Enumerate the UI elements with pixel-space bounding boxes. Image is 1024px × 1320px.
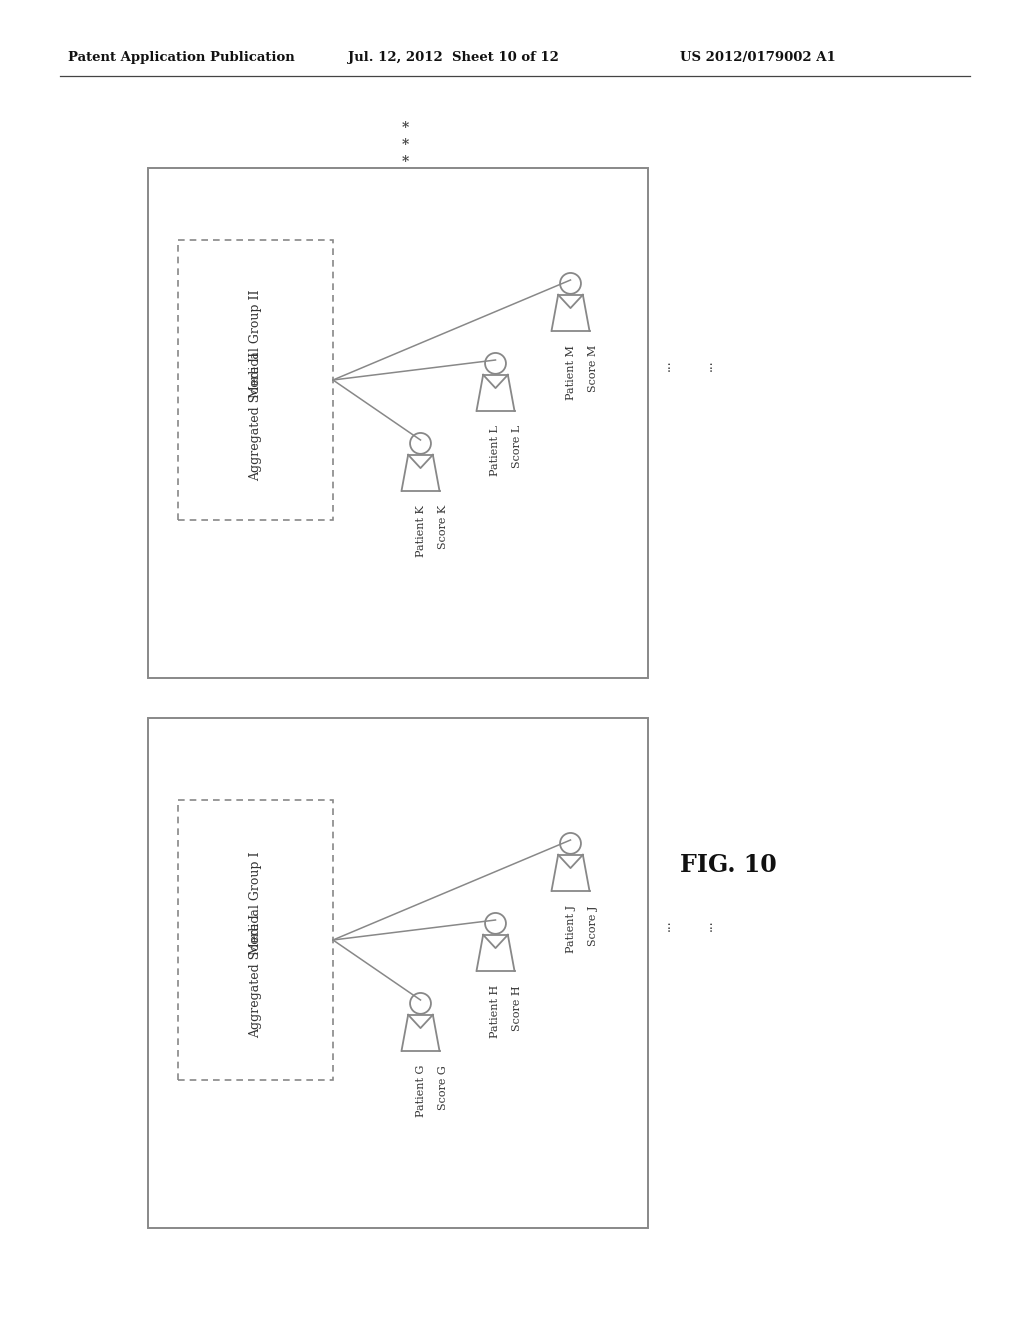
Bar: [148, 168, 648, 678]
Text: Patient L: Patient L: [490, 425, 501, 477]
Text: ...: ...: [701, 359, 715, 371]
Text: Medical Group I: Medical Group I: [249, 851, 262, 956]
Text: Patent Application Publication: Patent Application Publication: [68, 51, 295, 65]
Text: Jul. 12, 2012  Sheet 10 of 12: Jul. 12, 2012 Sheet 10 of 12: [348, 51, 559, 65]
Text: Patient H: Patient H: [490, 985, 501, 1039]
Text: US 2012/0179002 A1: US 2012/0179002 A1: [680, 51, 836, 65]
Text: ...: ...: [701, 919, 715, 931]
Text: *: *: [401, 139, 409, 152]
Text: Aggregated Score I: Aggregated Score I: [249, 915, 262, 1039]
Text: Score H: Score H: [512, 985, 522, 1031]
Text: Patient G: Patient G: [416, 1065, 426, 1117]
Text: Patient M: Patient M: [565, 345, 575, 400]
Text: Medical Group II: Medical Group II: [249, 289, 262, 397]
Text: Aggregated Score II: Aggregated Score II: [249, 352, 262, 480]
Text: Score L: Score L: [512, 425, 522, 469]
Bar: [178, 800, 333, 1080]
Text: *: *: [401, 154, 409, 169]
Text: FIG. 10: FIG. 10: [680, 853, 777, 876]
Text: Score M: Score M: [588, 345, 597, 392]
Text: ...: ...: [659, 919, 673, 931]
Text: *: *: [401, 121, 409, 135]
Text: Score K: Score K: [437, 506, 447, 549]
Text: Score J: Score J: [588, 906, 597, 945]
Bar: [178, 240, 333, 520]
Text: ...: ...: [659, 359, 673, 371]
Text: Patient K: Patient K: [416, 506, 426, 557]
Bar: [148, 718, 648, 1228]
Text: Patient J: Patient J: [565, 906, 575, 953]
Text: Score G: Score G: [437, 1065, 447, 1110]
